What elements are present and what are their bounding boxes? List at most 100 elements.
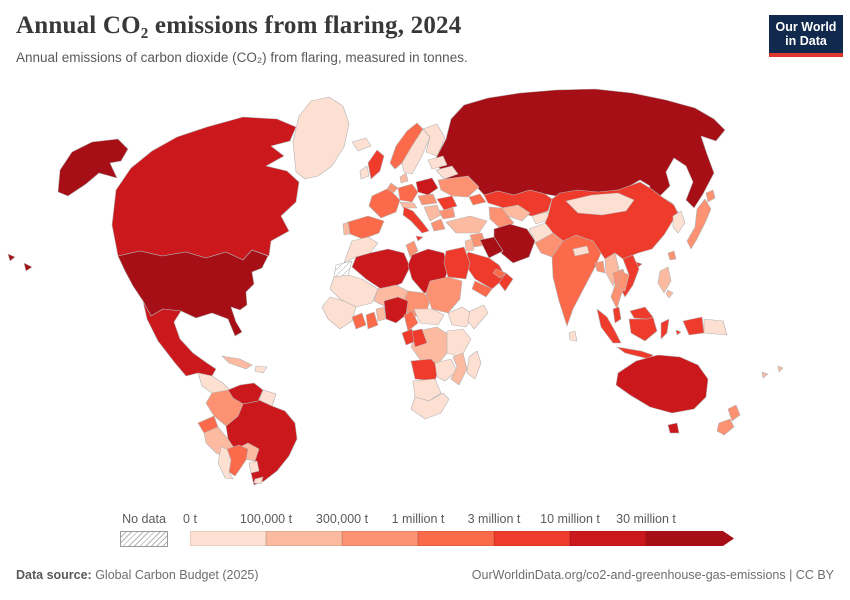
country-italy[interactable]	[402, 206, 430, 242]
region-benin-togo[interactable]	[375, 306, 387, 322]
country-japan[interactable]	[686, 189, 716, 250]
country-mexico[interactable]	[142, 300, 217, 377]
country-turkmenistan[interactable]	[488, 206, 515, 230]
region-west-africa[interactable]	[321, 296, 357, 330]
country-ukraine[interactable]	[437, 175, 480, 198]
region-alpine[interactable]	[399, 201, 418, 209]
country-spain[interactable]	[347, 215, 385, 240]
country-philippines[interactable]	[657, 266, 674, 299]
country-western-sahara[interactable]	[333, 260, 353, 278]
country-denmark[interactable]	[399, 172, 409, 184]
country-canada[interactable]	[111, 116, 300, 261]
country-mozambique[interactable]	[450, 352, 468, 386]
country-colombia[interactable]	[205, 389, 244, 427]
legend-seg-1[interactable]	[266, 531, 342, 546]
country-tunisia[interactable]	[405, 240, 419, 258]
region-koreas[interactable]	[672, 210, 686, 234]
region-jordan-israel[interactable]	[464, 238, 475, 252]
page-subtitle: Annual emissions of carbon dioxide (CO₂)…	[16, 50, 468, 65]
country-chile[interactable]	[217, 446, 234, 480]
legend-seg-5[interactable]	[570, 531, 646, 546]
country-australia[interactable]	[615, 354, 709, 434]
country-papua-new-guinea[interactable]	[703, 318, 728, 336]
country-south-africa[interactable]	[410, 392, 450, 420]
country-iceland[interactable]	[351, 137, 372, 152]
country-yemen[interactable]	[471, 280, 493, 298]
legend-no-data-swatch[interactable]	[120, 531, 168, 547]
country-romania[interactable]	[436, 195, 458, 211]
region-guyanas[interactable]	[258, 389, 277, 407]
country-madagascar[interactable]	[466, 350, 482, 380]
data-source-label: Data source:	[16, 568, 92, 582]
country-malaysia[interactable]	[612, 306, 654, 324]
legend-seg-0[interactable]	[190, 531, 266, 546]
country-congo[interactable]	[411, 328, 428, 348]
region-laos-cambodia[interactable]	[616, 270, 630, 292]
legend-no-data-label: No data	[122, 512, 166, 526]
legend-color-bar	[190, 531, 750, 546]
country-mongolia[interactable]	[565, 192, 635, 216]
legend-seg-4[interactable]	[494, 531, 570, 546]
country-sudan[interactable]	[425, 276, 463, 314]
country-taiwan[interactable]	[667, 250, 677, 261]
country-india[interactable]	[551, 234, 602, 327]
country-kazakhstan[interactable]	[483, 189, 553, 217]
legend-seg-6-arrow[interactable]	[646, 531, 734, 546]
owid-logo-line1: Our World	[775, 20, 837, 34]
country-ireland[interactable]	[359, 165, 370, 180]
country-bulgaria[interactable]	[438, 207, 456, 220]
region-baltics[interactable]	[427, 155, 448, 170]
country-greenland[interactable]	[292, 96, 350, 180]
country-egypt[interactable]	[443, 246, 471, 280]
country-united-kingdom[interactable]	[367, 149, 385, 180]
region-east-africa[interactable]	[446, 328, 472, 358]
country-france[interactable]	[368, 188, 401, 219]
country-algeria[interactable]	[351, 248, 411, 292]
page-title: Annual CO₂ emissions from flaring, 2024	[16, 12, 462, 39]
country-oman[interactable]	[498, 272, 514, 292]
legend-seg-3[interactable]	[418, 531, 494, 546]
legend-label-6: 30 million t	[616, 512, 676, 526]
region-zambia-zimbabwe[interactable]	[434, 358, 458, 382]
country-finland[interactable]	[422, 123, 446, 157]
country-nigeria[interactable]	[383, 296, 409, 324]
country-bangladesh[interactable]	[594, 260, 606, 274]
country-iran[interactable]	[493, 223, 536, 264]
country-ghana[interactable]	[365, 311, 379, 330]
country-cameroon[interactable]	[403, 310, 419, 332]
country-poland[interactable]	[415, 177, 439, 196]
country-portugal[interactable]	[342, 221, 351, 236]
country-uruguay[interactable]	[253, 476, 264, 485]
chart-footer: Data source: Global Carbon Budget (2025)…	[16, 568, 834, 582]
country-somalia[interactable]	[467, 304, 489, 330]
country-sri-lanka[interactable]	[568, 330, 578, 342]
country-turkey[interactable]	[445, 215, 488, 234]
region-balkans[interactable]	[423, 204, 442, 222]
legend-label-0: 0 t	[183, 512, 197, 526]
credit-link[interactable]: OurWorldinData.org/co2-and-greenhouse-ga…	[471, 568, 834, 582]
region-hispaniola[interactable]	[254, 365, 268, 374]
country-united-states[interactable]	[7, 138, 269, 337]
region-caucasus[interactable]	[468, 193, 487, 206]
country-sweden[interactable]	[401, 128, 431, 175]
region-uae-qatar[interactable]	[492, 268, 507, 279]
owid-logo[interactable]: Our World in Data	[769, 15, 843, 57]
region-car-south-sudan[interactable]	[413, 308, 445, 326]
legend-bins: 0 t 100,000 t 300,000 t 1 million t 3 mi…	[183, 512, 750, 546]
country-germany[interactable]	[397, 183, 419, 203]
country-ivory-coast[interactable]	[351, 312, 367, 330]
country-paraguay[interactable]	[248, 460, 260, 474]
country-greece[interactable]	[430, 218, 446, 232]
region-czech-hungary[interactable]	[417, 193, 438, 206]
region-pacific-islands[interactable]	[761, 365, 784, 379]
region-mauritania-mali[interactable]	[329, 274, 379, 308]
country-cuba[interactable]	[221, 355, 253, 370]
country-nepal[interactable]	[572, 245, 590, 257]
country-belarus[interactable]	[435, 165, 459, 180]
legend-no-data: No data	[120, 512, 168, 547]
region-namibia-botswana[interactable]	[412, 378, 442, 402]
legend-seg-2[interactable]	[342, 531, 418, 546]
country-new-zealand[interactable]	[716, 404, 741, 436]
